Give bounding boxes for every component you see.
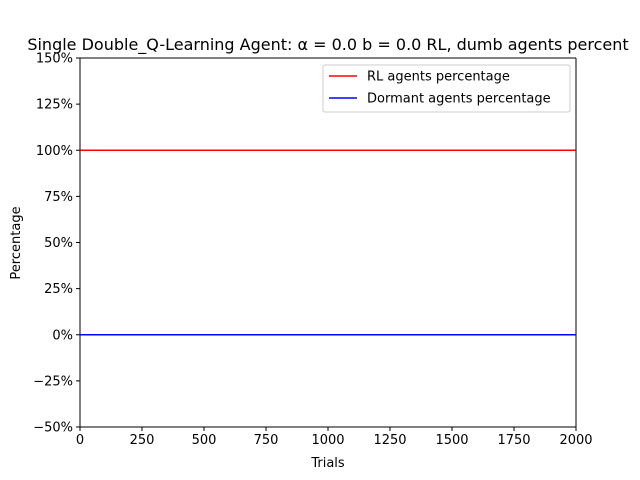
series-layer bbox=[80, 149, 576, 336]
x-axis-label: Trials bbox=[310, 456, 345, 471]
legend-box bbox=[322, 64, 571, 113]
y-tick-label: 0% bbox=[52, 328, 73, 343]
x-axis-ticks: 0 250 500 750 1000 1250 1500 1750 2000 bbox=[76, 427, 593, 448]
y-tick-label: −50% bbox=[33, 421, 73, 436]
y-tick-label: 100% bbox=[36, 144, 73, 159]
x-tick-label: 750 bbox=[254, 433, 279, 448]
y-tick-label: −25% bbox=[33, 374, 73, 389]
x-tick-label: 1750 bbox=[497, 433, 530, 448]
legend-label: RL agents percentage bbox=[367, 70, 510, 85]
y-axis-ticks: −50% −25% 0% 25% 50% 75% 100% 125% 150% bbox=[33, 52, 80, 436]
y-tick-label: 25% bbox=[44, 282, 73, 297]
x-tick-label: 1250 bbox=[373, 433, 406, 448]
y-axis-label: Percentage bbox=[9, 206, 24, 279]
x-tick-label: 1500 bbox=[435, 433, 468, 448]
y-tick-label: 150% bbox=[36, 52, 73, 67]
legend: RL agents percentage Dormant agents perce… bbox=[322, 64, 571, 113]
x-tick-label: 1000 bbox=[311, 433, 344, 448]
y-tick-label: 125% bbox=[36, 98, 73, 113]
plot-area bbox=[80, 58, 576, 427]
y-tick-label: 75% bbox=[44, 190, 73, 205]
chart-title: Single Double_Q-Learning Agent: α = 0.0 … bbox=[27, 35, 628, 55]
x-tick-label: 250 bbox=[130, 433, 155, 448]
x-tick-label: 2000 bbox=[559, 433, 592, 448]
x-tick-label: 500 bbox=[192, 433, 217, 448]
legend-label: Dormant agents percentage bbox=[367, 92, 551, 107]
y-tick-label: 50% bbox=[44, 236, 73, 251]
x-tick-label: 0 bbox=[76, 433, 84, 448]
